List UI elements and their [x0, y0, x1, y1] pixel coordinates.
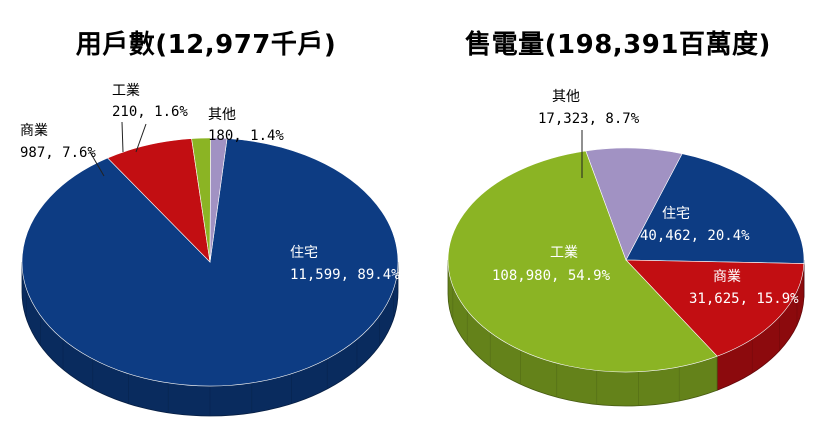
- label-sales-commercial-value: 31,625, 15.9%: [689, 291, 799, 307]
- label-customers-other-name: 其他: [208, 107, 236, 123]
- label-customers-residential-name: 住宅: [290, 245, 318, 261]
- leader-line-customers-other: [135, 123, 147, 153]
- label-customers-commercial-value: 987, 7.6%: [20, 145, 96, 161]
- label-customers-commercial-name: 商業: [20, 123, 48, 139]
- chart-customers: 用戶數(12,977千戶) 住宅 11,599, 89.4% 商業 987, 7.6%…: [20, 30, 400, 417]
- chart-title-customers: 用戶數(12,977千戶): [75, 30, 337, 60]
- pie-chart-sales: 住宅 40,462, 20.4% 商業 31,625, 15.9% 工業 108,980,…: [447, 89, 805, 407]
- label-sales-residential-name: 住宅: [662, 206, 690, 222]
- pie-sales-labels: 住宅 40,462, 20.4% 商業 31,625, 15.9% 工業 108,980,…: [492, 89, 799, 307]
- leader-line-customers-commercial: [89, 151, 105, 177]
- label-customers-residential-value: 11,599, 89.4%: [290, 267, 400, 283]
- chart-title-sales: 售電量(198,391百萬度): [465, 30, 771, 60]
- pie-sales-top: [447, 147, 805, 373]
- pie-sales-slice-other: [585, 147, 683, 261]
- pie-customers-slice-other: [209, 137, 228, 263]
- label-sales-other-name: 其他: [552, 89, 580, 105]
- label-sales-industrial-name: 工業: [550, 245, 578, 261]
- label-customers-other-value: 180, 1.4%: [208, 128, 284, 144]
- label-sales-residential-value: 40,462, 20.4%: [640, 228, 750, 244]
- pie-sales-slice-industrial: [447, 150, 718, 373]
- pie-chart-customers: 住宅 11,599, 89.4% 商業 987, 7.6% 工業 210, 1.6% 其他 1…: [20, 83, 400, 417]
- pie-sales-slice-commercial: [625, 259, 805, 357]
- label-sales-commercial-name: 商業: [713, 269, 741, 285]
- label-customers-industrial-value: 210, 1.6%: [112, 104, 188, 120]
- pie-customers-labels: 住宅 11,599, 89.4% 商業 987, 7.6% 工業 210, 1.6% 其他 1…: [20, 83, 400, 283]
- pie-customers-top: [21, 137, 399, 387]
- chart-sales: 售電量(198,391百萬度) 住宅 40,462, 20.4% 商業 31,625,…: [412, 0, 824, 427]
- label-sales-industrial-value: 108,980, 54.9%: [492, 268, 611, 284]
- label-customers-industrial-name: 工業: [112, 83, 140, 99]
- pie-sales-slice-residential: [625, 153, 805, 264]
- label-sales-other-value: 17,323, 8.7%: [538, 111, 640, 127]
- leader-line-customers-industrial: [121, 121, 124, 153]
